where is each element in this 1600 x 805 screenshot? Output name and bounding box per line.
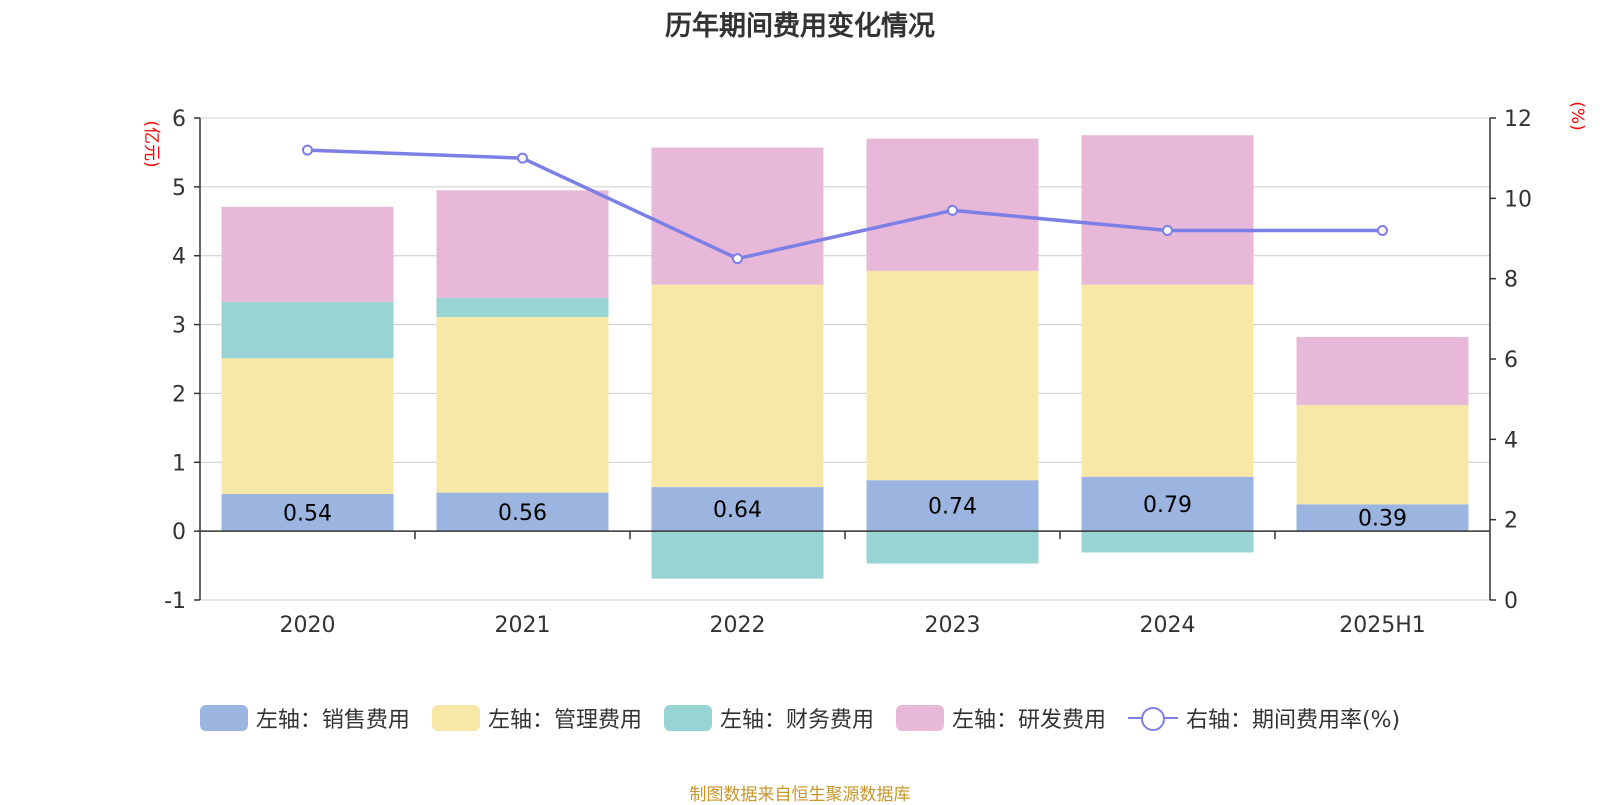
bar-segment <box>1081 531 1254 553</box>
data-labels: 0.54 0.56 0.64 0.74 0.79 0.39 <box>283 493 1407 532</box>
left-tick-label: 2 <box>172 382 186 407</box>
bar-segment <box>1296 405 1469 505</box>
bar-segment <box>651 531 824 579</box>
bar-segment <box>221 206 394 302</box>
right-tick-label: 0 <box>1504 589 1518 614</box>
right-tick-label: 8 <box>1504 268 1518 293</box>
bar-segment <box>1296 504 1469 532</box>
rate-point <box>302 144 313 156</box>
bar-segment <box>1296 336 1469 406</box>
bar-segment <box>1081 476 1254 532</box>
category-label: 2023 <box>925 613 981 638</box>
legend-label-sales: 左轴：销售费用 <box>255 708 410 733</box>
left-tick-label: 5 <box>172 176 186 201</box>
rate-point <box>947 204 958 216</box>
right-tick-label: 12 <box>1504 107 1532 132</box>
category-label: 2022 <box>710 613 766 638</box>
bar-data-label: 0.64 <box>713 498 762 523</box>
bar-segment <box>866 480 1039 532</box>
rate-point <box>517 152 528 164</box>
bar-segment <box>651 487 824 532</box>
category-label: 2020 <box>280 613 336 638</box>
bar-segment <box>866 138 1039 271</box>
rate-line-series <box>302 144 1388 265</box>
chart-title: 历年期间费用变化情况 <box>665 11 935 42</box>
legend-label-rate: 右轴：期间费用率(%) <box>1185 708 1401 733</box>
legend-swatch-admin <box>431 705 480 731</box>
legend-label-rd: 左轴：研发费用 <box>951 708 1106 733</box>
legend-item-rate[interactable]: 右轴：期间费用率(%) <box>1127 702 1401 734</box>
right-tick-label: 6 <box>1504 348 1518 373</box>
rate-point <box>1162 224 1173 236</box>
bar-segment <box>436 316 609 493</box>
bar-segment <box>651 284 824 488</box>
source-note: 制图数据来自恒生聚源数据库 <box>689 785 911 805</box>
left-tick-label: -1 <box>164 589 186 614</box>
right-tick-label: 10 <box>1504 187 1532 212</box>
left-tick-label: 6 <box>172 107 186 132</box>
bar-data-label: 0.39 <box>1358 507 1407 532</box>
legend-label-finance: 左轴：财务费用 <box>719 708 874 733</box>
bar-data-label: 0.54 <box>283 502 332 527</box>
left-tick-label: 4 <box>172 245 186 270</box>
bar-segment <box>866 270 1039 481</box>
bar-series <box>221 135 1469 579</box>
bar-data-label: 0.74 <box>928 495 977 520</box>
bar-segment <box>436 190 609 298</box>
legend-label-admin: 左轴：管理费用 <box>487 708 642 733</box>
left-tick-label: 3 <box>172 314 186 339</box>
bar-segment <box>221 301 394 359</box>
legend-swatch-rd <box>895 705 944 731</box>
rate-point <box>1377 224 1388 236</box>
bar-segment <box>1081 135 1254 285</box>
bar-segment <box>436 492 609 532</box>
category-label: 2024 <box>1140 613 1196 638</box>
bar-segment <box>436 297 609 317</box>
legend-item-rd[interactable]: 左轴：研发费用 <box>895 702 1106 734</box>
bar-segment <box>1081 284 1254 477</box>
left-tick-label: 1 <box>172 451 186 476</box>
legend-item-sales[interactable]: 左轴：销售费用 <box>199 702 410 734</box>
right-axis-unit-label: (%) <box>1567 101 1587 130</box>
gridlines <box>200 117 1490 601</box>
left-axis-unit-label: (亿元) <box>141 120 161 167</box>
right-tick-label: 4 <box>1504 428 1518 453</box>
legend-swatch-sales <box>199 705 248 731</box>
legend-swatch-rate <box>1127 705 1178 731</box>
legend-item-finance[interactable]: 左轴：财务费用 <box>663 702 874 734</box>
category-label: 2025H1 <box>1339 613 1426 638</box>
bar-segment <box>221 493 394 532</box>
legend-item-admin[interactable]: 左轴：管理费用 <box>431 702 642 734</box>
bar-data-label: 0.79 <box>1143 493 1192 518</box>
rate-line <box>307 148 1383 261</box>
bar-segment <box>866 531 1039 564</box>
bar-data-label: 0.56 <box>498 501 547 526</box>
rate-point <box>732 253 743 265</box>
legend-swatch-finance <box>663 705 712 731</box>
legend: 左轴：销售费用 左轴：管理费用 左轴：财务费用 左轴：研发费用 右轴：期间费用率… <box>0 702 1600 734</box>
bar-segment <box>221 358 394 494</box>
left-tick-label: 0 <box>172 520 186 545</box>
category-label: 2021 <box>495 613 551 638</box>
right-tick-label: 2 <box>1504 509 1518 534</box>
